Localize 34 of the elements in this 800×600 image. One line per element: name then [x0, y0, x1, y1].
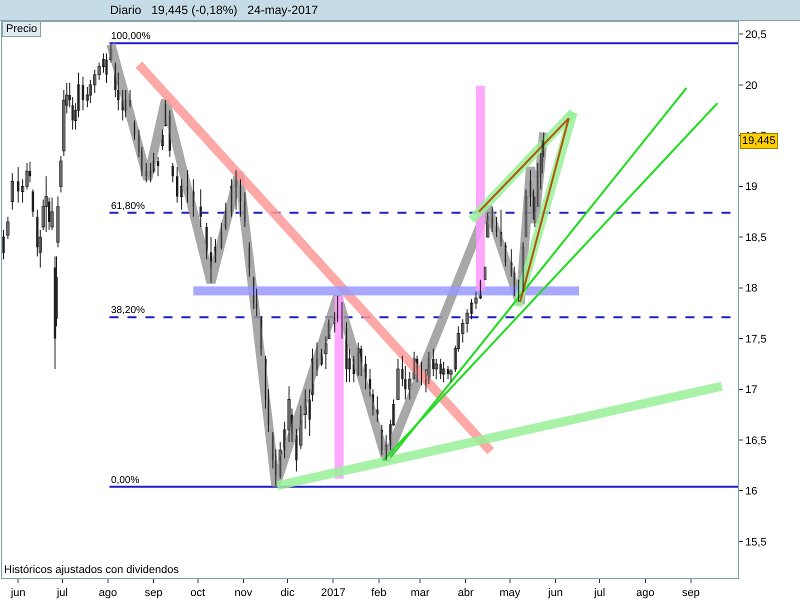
- series-label: 100,00%: [111, 31, 151, 42]
- x-tick-label: sep: [144, 587, 162, 600]
- chart-title: Diario 19,445 (-0,18%) 24-may-2017: [110, 3, 318, 17]
- series-label: 38,20%: [111, 305, 146, 316]
- y-tick-label: 19: [745, 181, 758, 194]
- y-tick-label: 15,5: [745, 536, 767, 548]
- y-tick-label: 18: [745, 282, 758, 295]
- annotation: Históricos ajustados con dividendos: [4, 564, 180, 576]
- y-tick-label: 20: [745, 80, 758, 92]
- x-tick-label: sep: [682, 587, 700, 600]
- x-tick-label: jun: [10, 587, 26, 600]
- y-tick-label: 17: [745, 384, 758, 396]
- x-tick-label: 2017: [320, 587, 346, 600]
- y-tick-label: 16,5: [745, 434, 767, 447]
- x-tick-label: jul: [593, 587, 606, 600]
- x-tick-label: jul: [56, 587, 68, 600]
- series-label: 0,00%: [111, 475, 140, 486]
- x-tick-label: may: [499, 587, 521, 600]
- x-tick-label: mar: [410, 587, 430, 600]
- x-tick-label: feb: [371, 587, 386, 600]
- x-tick-label: ago: [636, 587, 654, 600]
- series-label: 61,80%: [111, 201, 146, 212]
- y-tick-label: 17,5: [745, 333, 767, 346]
- x-tick-label: dic: [280, 587, 296, 600]
- y-tick-label: 16: [745, 486, 758, 498]
- x-tick-label: ago: [98, 587, 118, 600]
- annotation: 19,445: [742, 135, 776, 147]
- y-tick-label: 20,5: [745, 29, 767, 42]
- x-tick-label: nov: [234, 587, 253, 600]
- x-tick-label: oct: [190, 587, 206, 600]
- x-tick-label: abr: [458, 587, 474, 600]
- y-axis-title: Precio: [2, 21, 42, 37]
- y-tick-label: 18,5: [745, 232, 767, 244]
- x-tick-label: jun: [547, 587, 563, 600]
